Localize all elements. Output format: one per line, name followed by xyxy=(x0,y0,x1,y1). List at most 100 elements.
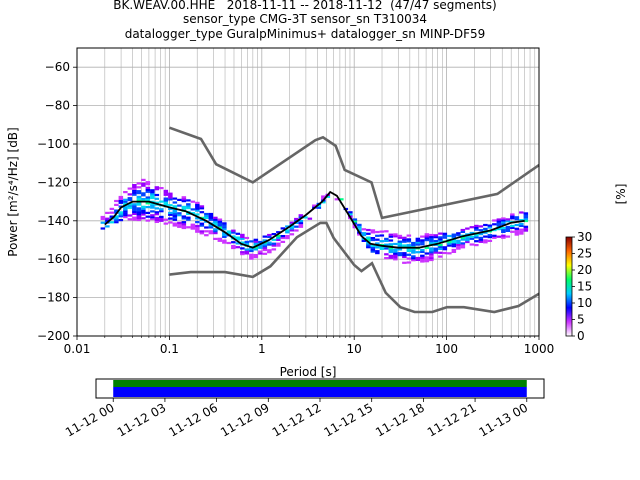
density-cell xyxy=(420,260,425,263)
density-cell xyxy=(114,209,119,212)
density-cell xyxy=(388,254,394,257)
density-cell xyxy=(190,225,196,228)
density-cell xyxy=(397,242,403,245)
density-cell xyxy=(168,192,173,195)
density-cell xyxy=(226,230,232,233)
density-cell xyxy=(366,238,371,241)
density-cell xyxy=(496,218,502,221)
density-cell xyxy=(163,197,169,200)
density-cell xyxy=(379,230,385,233)
density-cell xyxy=(393,256,398,259)
plot-area: 0.01 0.1 1 10 100 1000 −60 −80 −100 −120 −140 −160 −… xyxy=(6,47,554,379)
density-cell xyxy=(123,210,128,213)
density-cell xyxy=(447,244,452,247)
density-cell xyxy=(109,207,115,210)
density-cell xyxy=(501,217,506,220)
density-cell xyxy=(370,237,376,240)
density-cell xyxy=(420,248,425,252)
density-cell xyxy=(501,227,506,230)
density-cell xyxy=(397,234,403,237)
density-cell xyxy=(406,249,412,252)
density-cell xyxy=(510,224,515,228)
density-cell xyxy=(249,249,254,253)
density-cell xyxy=(145,215,151,218)
colorbar-tick-label: 0 xyxy=(577,329,585,343)
density-cell xyxy=(172,224,178,227)
density-cell xyxy=(181,205,187,208)
density-cell xyxy=(492,234,497,237)
density-cell xyxy=(249,253,254,256)
density-cell xyxy=(406,234,412,237)
density-cell xyxy=(429,241,434,244)
density-cell xyxy=(262,239,268,242)
density-cell xyxy=(397,244,403,247)
density-cell xyxy=(132,218,137,221)
density-cell xyxy=(514,231,520,234)
density-cell xyxy=(384,237,389,240)
y-tick-label: −140 xyxy=(37,214,70,228)
density-cell xyxy=(235,238,241,241)
density-cell xyxy=(267,249,272,252)
density-cell xyxy=(447,234,452,238)
density-cell xyxy=(460,228,466,232)
density-cell xyxy=(456,245,461,248)
density-cell xyxy=(429,247,434,250)
density-cell xyxy=(375,234,380,237)
density-cell xyxy=(150,196,155,200)
density-cell xyxy=(420,256,425,259)
density-cell xyxy=(136,190,142,193)
density-cell xyxy=(298,221,304,225)
density-cell xyxy=(154,211,160,214)
density-cell xyxy=(240,237,245,240)
density-cell xyxy=(469,235,475,238)
density-cell xyxy=(141,209,146,212)
colorbar-label: [%] xyxy=(614,184,628,205)
density-cell xyxy=(523,225,529,228)
density-cell xyxy=(352,222,358,225)
density-cell xyxy=(402,238,407,241)
density-cell xyxy=(141,182,146,185)
density-cell xyxy=(429,235,434,239)
density-cell xyxy=(505,218,511,221)
density-cell xyxy=(433,234,439,237)
density-cell xyxy=(523,214,529,217)
density-cell xyxy=(415,258,421,261)
timeline-used-segments-bar xyxy=(113,387,527,397)
density-cell xyxy=(429,239,434,242)
density-cell xyxy=(168,198,173,201)
density-cell xyxy=(136,215,142,218)
density-cell xyxy=(217,224,223,227)
density-cell xyxy=(424,252,430,255)
density-cell xyxy=(262,243,268,246)
density-cell xyxy=(154,186,160,189)
density-cell xyxy=(208,214,214,217)
density-cell xyxy=(186,216,191,219)
density-cell xyxy=(514,233,520,236)
density-cell xyxy=(267,235,272,238)
colorbar-tick-label: 20 xyxy=(577,263,592,277)
density-cell xyxy=(150,193,155,196)
density-cell xyxy=(100,227,106,230)
density-cell xyxy=(150,189,155,192)
density-cell xyxy=(321,195,326,198)
density-cell xyxy=(483,227,488,230)
title-line-3: datalogger_type GuralpMinimus+ datalogge… xyxy=(124,27,486,41)
density-cell xyxy=(240,241,245,244)
density-cell xyxy=(388,247,394,250)
density-cell xyxy=(429,253,434,256)
density-cell xyxy=(123,202,128,205)
density-cell xyxy=(496,228,502,231)
density-cell xyxy=(145,196,151,199)
density-cell xyxy=(195,209,200,212)
density-cell xyxy=(222,233,227,236)
density-cell xyxy=(510,215,515,218)
density-cell xyxy=(402,244,407,247)
density-cell xyxy=(154,218,160,221)
density-cell xyxy=(168,221,173,224)
density-cell xyxy=(402,254,407,257)
density-cell xyxy=(258,246,263,249)
density-cell xyxy=(433,239,439,243)
density-cell xyxy=(123,216,128,219)
density-cell xyxy=(384,257,389,260)
density-cell xyxy=(163,201,169,204)
